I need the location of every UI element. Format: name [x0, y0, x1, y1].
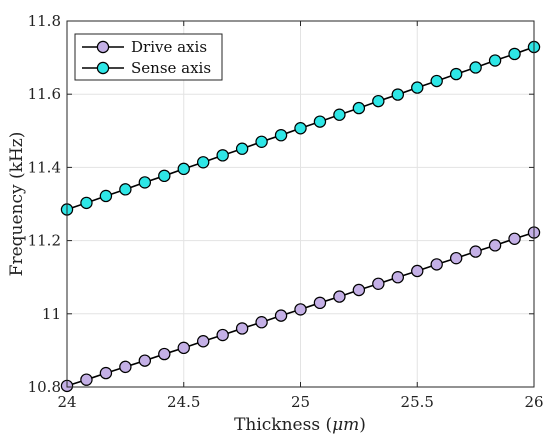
- legend-label-sense: Sense axis: [131, 59, 211, 77]
- y-tick-label: 11.6: [28, 85, 61, 103]
- series-layer: [60, 40, 541, 393]
- x-axis-title: Thickness (μm): [234, 415, 366, 435]
- data-point-sense: [99, 189, 113, 203]
- data-point-drive: [313, 296, 327, 310]
- y-tick-label: 11: [42, 305, 61, 323]
- data-point-sense: [508, 47, 521, 61]
- data-point-drive: [99, 366, 113, 380]
- data-point-sense: [255, 135, 268, 148]
- data-point-sense: [177, 162, 190, 176]
- data-point-drive: [488, 239, 502, 252]
- y-tick-label: 11.4: [28, 158, 61, 176]
- data-point-drive: [372, 277, 385, 290]
- data-point-sense: [294, 122, 307, 135]
- x-tick-label: 26: [524, 393, 543, 411]
- data-point-drive: [255, 316, 268, 329]
- data-point-drive: [158, 347, 171, 361]
- data-point-sense: [158, 169, 171, 183]
- data-point-drive: [235, 322, 249, 335]
- data-point-drive: [333, 290, 346, 303]
- data-point-drive: [196, 335, 210, 348]
- data-point-sense: [235, 142, 249, 155]
- data-point-drive: [177, 341, 190, 355]
- y-tick-label: 10.8: [28, 378, 61, 396]
- data-point-sense: [333, 108, 346, 121]
- legend: Drive axis Sense axis: [74, 33, 223, 81]
- legend-marker-drive: [96, 40, 110, 54]
- data-point-drive: [216, 328, 229, 342]
- data-point-sense: [411, 81, 424, 94]
- legend-label-drive: Drive axis: [131, 38, 207, 56]
- x-tick-label: 24.5: [167, 393, 200, 411]
- data-point-sense: [391, 88, 404, 101]
- data-point-drive: [274, 309, 288, 322]
- data-point-sense: [372, 94, 385, 108]
- data-point-sense: [216, 149, 229, 162]
- data-point-sense: [80, 196, 93, 210]
- data-point-drive: [80, 373, 93, 386]
- data-point-drive: [449, 251, 463, 265]
- data-point-sense: [449, 67, 463, 81]
- data-point-drive: [411, 264, 424, 278]
- x-tick-label: 24: [57, 393, 76, 411]
- data-point-sense: [352, 101, 366, 115]
- x-tick-label: 25: [291, 393, 310, 411]
- data-point-sense: [430, 74, 443, 88]
- axis-ticks: 24 24.5 25 25.5 26 10.8 11 11.2 11.4 11.6 11.8: [28, 12, 544, 411]
- data-point-sense: [119, 183, 132, 196]
- data-point-drive: [430, 258, 443, 271]
- data-point-drive: [119, 360, 132, 374]
- data-point-sense: [138, 176, 152, 189]
- legend-marker-sense: [96, 61, 110, 75]
- x-tick-label: 25.5: [401, 393, 434, 411]
- y-tick-label: 11.8: [28, 12, 61, 30]
- data-point-sense: [274, 128, 288, 142]
- y-tick-label: 11.2: [28, 232, 61, 250]
- data-point-sense: [469, 61, 482, 74]
- data-point-drive: [294, 303, 307, 316]
- data-point-sense: [313, 115, 327, 128]
- data-point-drive: [469, 245, 482, 258]
- data-point-drive: [138, 354, 152, 367]
- data-point-sense: [488, 54, 502, 67]
- y-axis-title: Frequency (kHz): [7, 132, 27, 277]
- data-point-drive: [391, 271, 404, 284]
- data-point-drive: [508, 232, 521, 245]
- data-point-drive: [352, 283, 366, 297]
- data-point-sense: [196, 156, 210, 169]
